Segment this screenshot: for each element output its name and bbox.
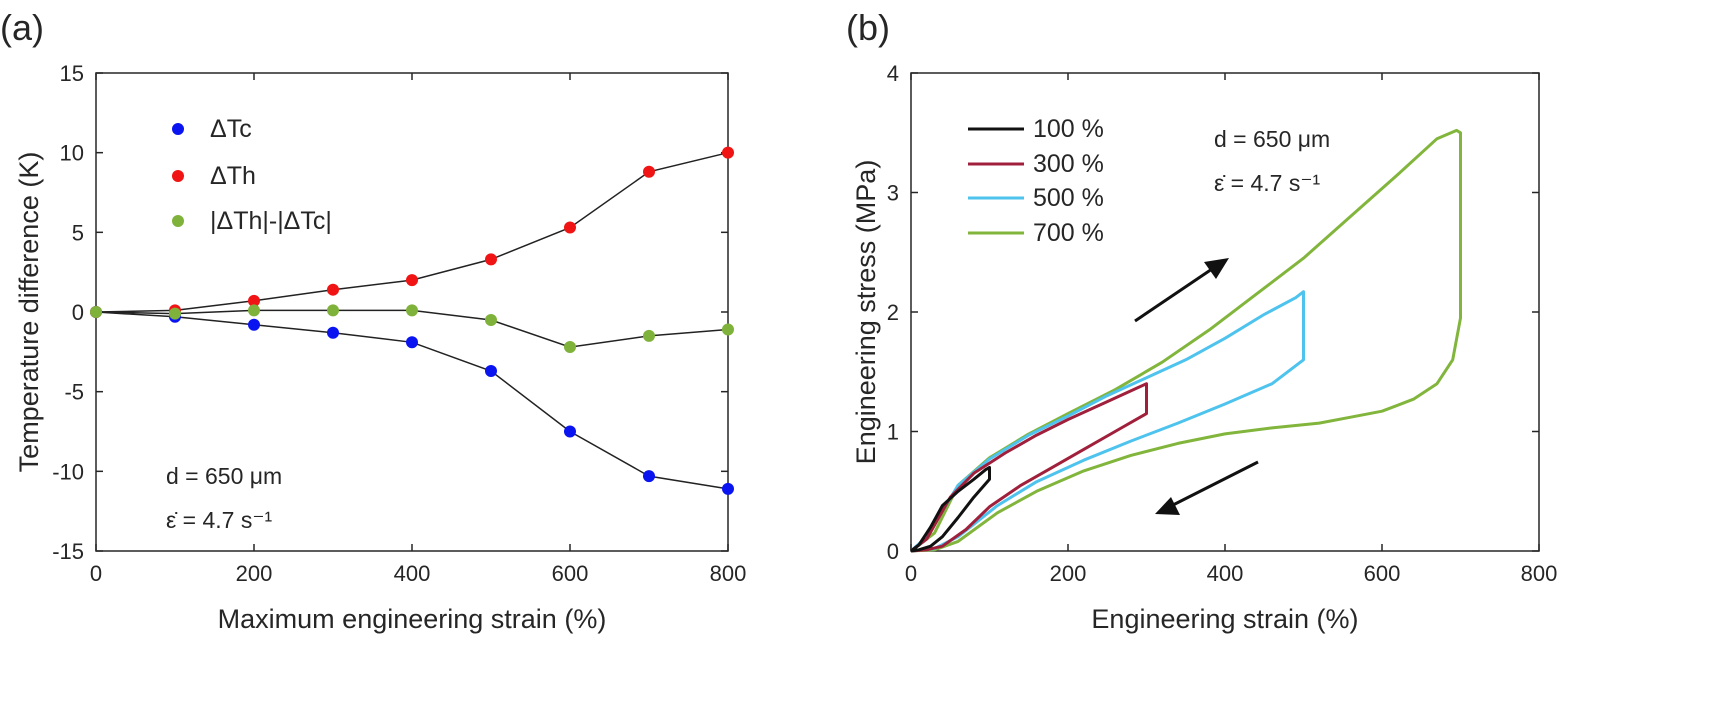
panel-a-point-th-tc: [564, 341, 576, 354]
panel-a-ytick-label: 0: [72, 300, 84, 325]
legend-marker-diff: [172, 215, 184, 227]
panel-a-label: (a): [0, 7, 44, 48]
legend-label-500: 500 %: [1033, 184, 1104, 212]
panel-a-xtick-label: 600: [552, 561, 589, 586]
legend-label-300: 300 %: [1033, 150, 1104, 178]
legend-marker-dth: [172, 170, 184, 182]
panel-a-ytick-label: -5: [64, 380, 84, 405]
panel-a-xtick-label: 0: [90, 561, 102, 586]
panel-a-ytick-label: -15: [52, 539, 84, 564]
panel-b-loop-100: [910, 465, 991, 553]
panel-b-ticks: 0 200 400 600 800 0 1 2 3 4: [887, 61, 1558, 586]
panel-a-legend: ΔTc ΔTh |ΔTh|-|ΔTc|: [172, 115, 332, 235]
legend-label-dth: ΔTh: [210, 162, 256, 190]
panel-a-point-th: [485, 253, 497, 266]
legend-marker-dtc: [172, 123, 184, 135]
panel-a-ylabel: Temperature difference (K): [14, 152, 44, 473]
panel-a-point-th-tc: [327, 304, 339, 317]
panel-b-xlabel: Engineering strain (%): [1091, 604, 1358, 634]
panel-b-loop-300: [910, 382, 1148, 553]
panel-a-point-tc: [485, 364, 497, 377]
panel-b-xtick-label: 0: [905, 561, 917, 586]
panel-b-loop-500: [909, 290, 1305, 553]
loading-arrow: [1134, 258, 1229, 323]
panel-a-ytick-label: 15: [60, 61, 84, 86]
panel-a-point-th-tc: [90, 306, 102, 318]
panel-a-point-th-tc: [485, 313, 497, 326]
panel-a-point-th-tc: [248, 304, 260, 317]
panel-a-line-th: [95, 151, 729, 313]
panel-a-point-th: [406, 274, 418, 287]
panel-a-ytick-label: 10: [60, 141, 84, 166]
panel-b-xtick-label: 400: [1207, 561, 1244, 586]
legend-label-dtc: ΔTc: [210, 115, 252, 143]
panel-a-ytick-label: 5: [72, 220, 84, 245]
panel-b-xtick-label: 200: [1050, 561, 1087, 586]
panel-a: (a) 0 200 400 600 800 -15 -10 -5 0 5 10 15 Maximum …: [0, 7, 746, 634]
legend-label-700: 700 %: [1033, 219, 1104, 247]
panel-b-ytick-label: 0: [887, 539, 899, 564]
panel-b-xtick-label: 600: [1364, 561, 1401, 586]
panel-a-point-tc: [643, 470, 655, 483]
panel-b: (b) 0 200 400 600 800 0 1 2 3 4 Engineering strai…: [846, 7, 1557, 634]
legend-label-100: 100 %: [1033, 115, 1104, 143]
unloading-arrow: [1155, 460, 1259, 515]
legend-label-diff: |ΔTh|-|ΔTc|: [210, 207, 332, 235]
panel-a-point-th: [564, 221, 576, 234]
panel-a-point-tc: [327, 326, 339, 339]
panel-b-ytick-label: 1: [887, 420, 899, 445]
panel-a-point-tc: [406, 336, 418, 349]
panel-a-point-th: [643, 165, 655, 178]
panel-a-point-th-tc: [722, 323, 734, 336]
panel-b-ytick-label: 3: [887, 181, 899, 206]
panel-b-annotation-diameter: d = 650 μm: [1214, 126, 1330, 152]
panel-b-loop-700: [910, 128, 1462, 553]
panel-a-xtick-label: 400: [394, 561, 431, 586]
panel-a-point-th-tc: [406, 304, 418, 317]
panel-b-series-lines: [909, 128, 1462, 553]
panel-b-annotation-strain-rate: ε̇ = 4.7 s⁻¹: [1214, 170, 1320, 196]
panel-a-xtick-label: 800: [710, 561, 747, 586]
panel-a-series-lines: [95, 151, 729, 490]
panel-a-point-th: [327, 283, 339, 296]
panel-a-point-th-tc: [643, 329, 655, 342]
panel-a-point-tc: [722, 482, 734, 495]
panel-a-annotation-strain-rate: ε̇ = 4.7 s⁻¹: [166, 507, 272, 533]
panel-b-ylabel: Engineering stress (MPa): [851, 160, 881, 465]
panel-a-annotation-diameter: d = 650 μm: [166, 463, 282, 489]
panel-a-series-points: [90, 146, 734, 495]
panel-a-ticks: 0 200 400 600 800 -15 -10 -5 0 5 10 15: [52, 61, 746, 586]
panel-a-point-tc: [248, 318, 260, 331]
panel-b-ytick-label: 4: [887, 61, 899, 86]
panel-a-ytick-label: -10: [52, 459, 84, 484]
panel-a-xlabel: Maximum engineering strain (%): [218, 604, 607, 634]
panel-a-point-th: [722, 146, 734, 159]
panel-a-xtick-label: 200: [236, 561, 273, 586]
panel-a-point-th: [248, 294, 260, 307]
panel-b-label: (b): [846, 7, 890, 48]
panel-b-ytick-label: 2: [887, 300, 899, 325]
panel-b-legend: 100 % 300 % 500 % 700 %: [968, 115, 1104, 247]
panel-a-point-th-tc: [169, 307, 181, 320]
panel-a-point-tc: [564, 425, 576, 438]
panel-b-xtick-label: 800: [1521, 561, 1558, 586]
